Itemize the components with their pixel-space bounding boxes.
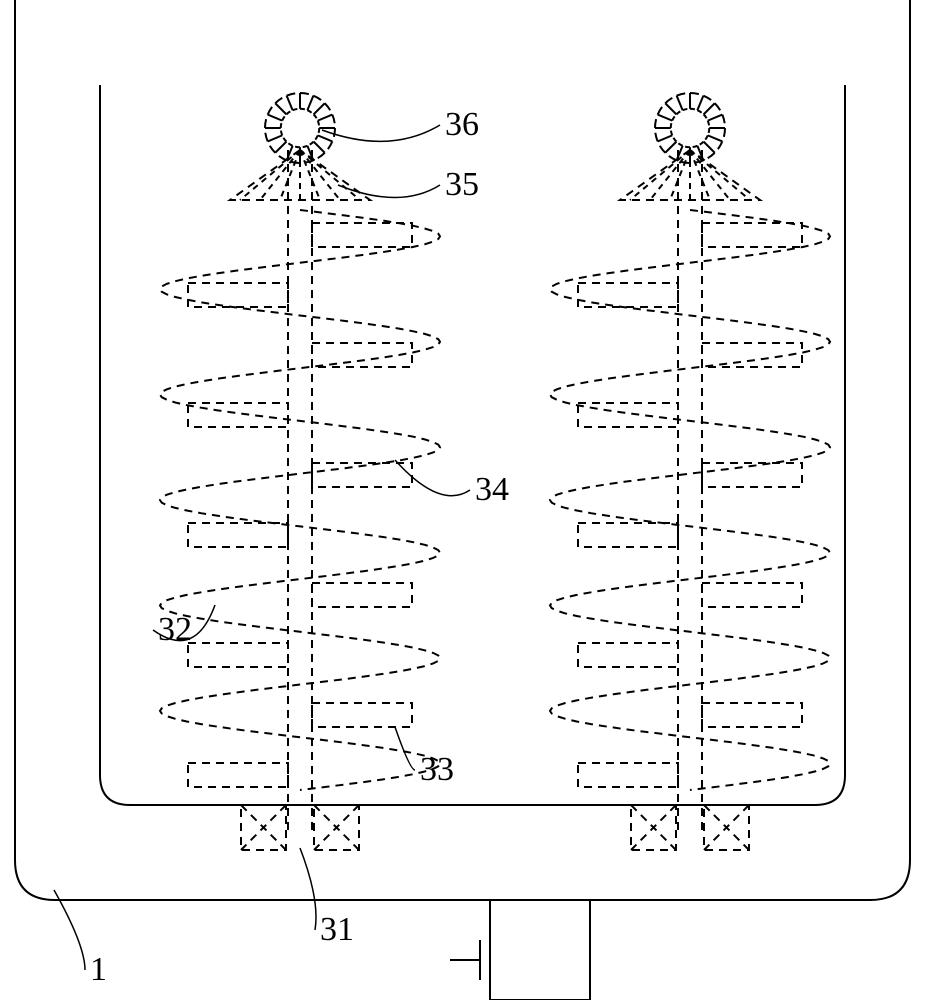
label-32: 32 [158,611,192,648]
top-ring-seg [681,162,690,163]
rung-6 [702,583,802,607]
top-ring-seg [313,96,321,100]
top-ring-seg [660,146,665,153]
rung-3 [188,403,288,427]
label-34: 34 [475,471,509,508]
top-ring-seg [655,119,656,128]
rung-7 [578,643,678,667]
rung-0 [312,223,412,247]
leader-34 [395,460,470,496]
top-ring-seg [270,146,275,153]
top-ring-seg [291,162,300,163]
rung-6 [312,583,412,607]
top-ring-seg [677,93,686,95]
mixer-column-1 [550,93,830,850]
top-ring-seg [708,153,715,158]
rung-3 [578,403,678,427]
label-36: 36 [445,106,479,143]
top-ring-seg [690,93,699,94]
top-ring-seg [669,156,677,160]
outlet-pipe [490,900,590,1000]
rung-7 [188,643,288,667]
top-ring-seg [724,128,725,137]
top-ring-seg [722,115,724,124]
label-1: 1 [90,951,107,988]
top-ring-seg [300,93,309,94]
label-33: 33 [420,751,454,788]
rung-8 [702,703,802,727]
top-ring-seg [325,103,330,110]
top-ring-seg [318,153,325,158]
leader-31 [300,848,316,930]
leader-36 [322,125,440,141]
top-ring-seg [715,103,720,110]
label-31: 31 [320,911,354,948]
top-ring-seg [328,141,332,149]
top-ring-seg [332,115,334,124]
top-ring-seg [287,93,296,95]
top-ring-seg [268,107,272,115]
top-ring-seg [665,98,672,103]
top-ring-seg [718,141,722,149]
label-35: 35 [445,166,479,203]
leader-1 [54,890,85,970]
rung-9 [188,763,288,787]
top-ring-seg [334,128,335,137]
rung-2 [312,343,412,367]
rung-5 [578,523,678,547]
rung-2 [702,343,802,367]
rung-8 [312,703,412,727]
top-ring-seg [658,107,662,115]
top-ring-seg [265,119,266,128]
top-ring-seg [265,133,267,142]
rung-5 [188,523,288,547]
rung-0 [702,223,802,247]
top-ring-seg [655,133,657,142]
leader-33 [395,727,415,770]
rung-9 [578,763,678,787]
top-ring-seg [279,156,287,160]
top-ring-seg [275,98,282,103]
top-ring-seg [703,96,711,100]
